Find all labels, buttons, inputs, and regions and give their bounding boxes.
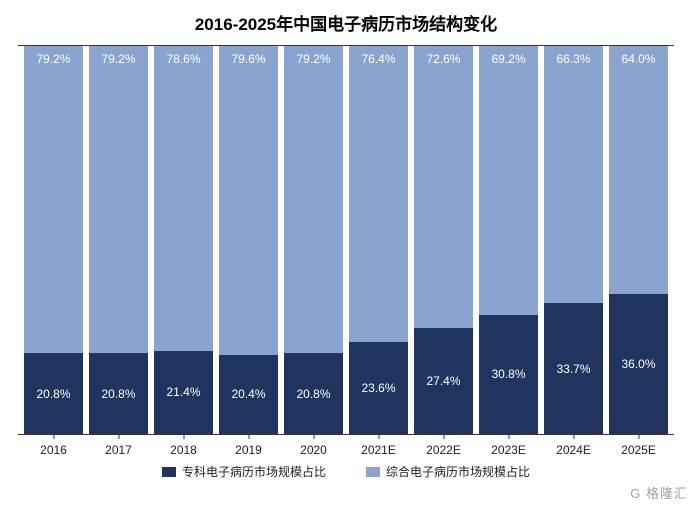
x-tick xyxy=(53,434,54,439)
x-axis-label-text: 2021E xyxy=(361,443,396,457)
segment-specialist: 20.8% xyxy=(89,353,148,434)
bar-group: 79.2%20.8% xyxy=(284,46,343,434)
segment-specialist: 21.4% xyxy=(154,351,213,434)
bar-group: 69.2%30.8% xyxy=(479,46,538,434)
segment-comprehensive: 72.6% xyxy=(414,46,473,328)
segment-comprehensive: 79.2% xyxy=(89,46,148,353)
x-tick xyxy=(183,434,184,439)
x-axis-label-text: 2019 xyxy=(235,443,262,457)
bar-group: 64.0%36.0% xyxy=(609,46,668,434)
x-axis-label: 2022E xyxy=(414,443,473,457)
segment-comprehensive: 69.2% xyxy=(479,46,538,314)
x-axis-label-text: 2017 xyxy=(105,443,132,457)
x-tick xyxy=(378,434,379,439)
bar: 79.2%20.8% xyxy=(24,46,83,434)
bar: 78.6%21.4% xyxy=(154,46,213,434)
x-tick xyxy=(443,434,444,439)
segment-specialist: 27.4% xyxy=(414,328,473,434)
legend-item: 专科电子病历市场规模占比 xyxy=(162,463,326,480)
x-axis-label: 2017 xyxy=(89,443,148,457)
plot-area: 79.2%20.8%79.2%20.8%78.6%21.4%79.6%20.4%… xyxy=(18,45,674,435)
bar: 64.0%36.0% xyxy=(609,46,668,434)
segment-specialist: 36.0% xyxy=(609,294,668,434)
chart-title: 2016-2025年中国电子病历市场结构变化 xyxy=(18,10,674,35)
legend-swatch xyxy=(162,467,176,477)
bar: 79.6%20.4% xyxy=(219,46,278,434)
bar: 76.4%23.6% xyxy=(349,46,408,434)
bar-group: 76.4%23.6% xyxy=(349,46,408,434)
segment-comprehensive: 79.2% xyxy=(24,46,83,353)
x-axis-label-text: 2016 xyxy=(40,443,67,457)
bar: 79.2%20.8% xyxy=(284,46,343,434)
x-axis-label: 2018 xyxy=(154,443,213,457)
x-axis-label: 2023E xyxy=(479,443,538,457)
x-axis-label-text: 2023E xyxy=(491,443,526,457)
x-tick xyxy=(508,434,509,439)
x-axis-label: 2021E xyxy=(349,443,408,457)
x-axis-label: 2025E xyxy=(609,443,668,457)
x-axis-label-text: 2018 xyxy=(170,443,197,457)
segment-comprehensive: 79.2% xyxy=(284,46,343,353)
x-axis-label-text: 2024E xyxy=(556,443,591,457)
bar: 69.2%30.8% xyxy=(479,46,538,434)
chart-container: 2016-2025年中国电子病历市场结构变化 79.2%20.8%79.2%20… xyxy=(0,0,692,506)
bar-group: 78.6%21.4% xyxy=(154,46,213,434)
x-axis-label-text: 2020 xyxy=(300,443,327,457)
segment-specialist: 23.6% xyxy=(349,342,408,434)
bar-group: 79.2%20.8% xyxy=(89,46,148,434)
segment-comprehensive: 66.3% xyxy=(544,46,603,303)
x-tick xyxy=(313,434,314,439)
x-axis-label: 2020 xyxy=(284,443,343,457)
bar-group: 72.6%27.4% xyxy=(414,46,473,434)
bar-group: 79.2%20.8% xyxy=(24,46,83,434)
segment-specialist: 33.7% xyxy=(544,303,603,434)
segment-comprehensive: 76.4% xyxy=(349,46,408,342)
x-tick xyxy=(118,434,119,439)
watermark: G 格隆汇 xyxy=(630,483,688,502)
x-axis-label: 2016 xyxy=(24,443,83,457)
segment-specialist: 20.8% xyxy=(24,353,83,434)
segment-comprehensive: 79.6% xyxy=(219,46,278,355)
x-axis-label: 2019 xyxy=(219,443,278,457)
segment-comprehensive: 64.0% xyxy=(609,46,668,294)
legend-label: 专科电子病历市场规模占比 xyxy=(182,463,326,480)
legend: 专科电子病历市场规模占比 综合电子病历市场规模占比 xyxy=(18,463,674,480)
bar: 79.2%20.8% xyxy=(89,46,148,434)
bar-group: 66.3%33.7% xyxy=(544,46,603,434)
x-tick xyxy=(638,434,639,439)
segment-specialist: 20.4% xyxy=(219,355,278,434)
legend-label: 综合电子病历市场规模占比 xyxy=(386,463,530,480)
segment-comprehensive: 78.6% xyxy=(154,46,213,351)
x-axis: 2016 2017 2018 2019 2020 2021E 2022E 2023E 2024E… xyxy=(18,435,674,461)
x-axis-label-text: 2025E xyxy=(621,443,656,457)
x-tick xyxy=(573,434,574,439)
segment-specialist: 30.8% xyxy=(479,315,538,435)
x-axis-label: 2024E xyxy=(544,443,603,457)
legend-swatch xyxy=(366,467,380,477)
x-axis-label-text: 2022E xyxy=(426,443,461,457)
bar: 72.6%27.4% xyxy=(414,46,473,434)
bar-group: 79.6%20.4% xyxy=(219,46,278,434)
legend-item: 综合电子病历市场规模占比 xyxy=(366,463,530,480)
bar: 66.3%33.7% xyxy=(544,46,603,434)
segment-specialist: 20.8% xyxy=(284,353,343,434)
x-tick xyxy=(248,434,249,439)
